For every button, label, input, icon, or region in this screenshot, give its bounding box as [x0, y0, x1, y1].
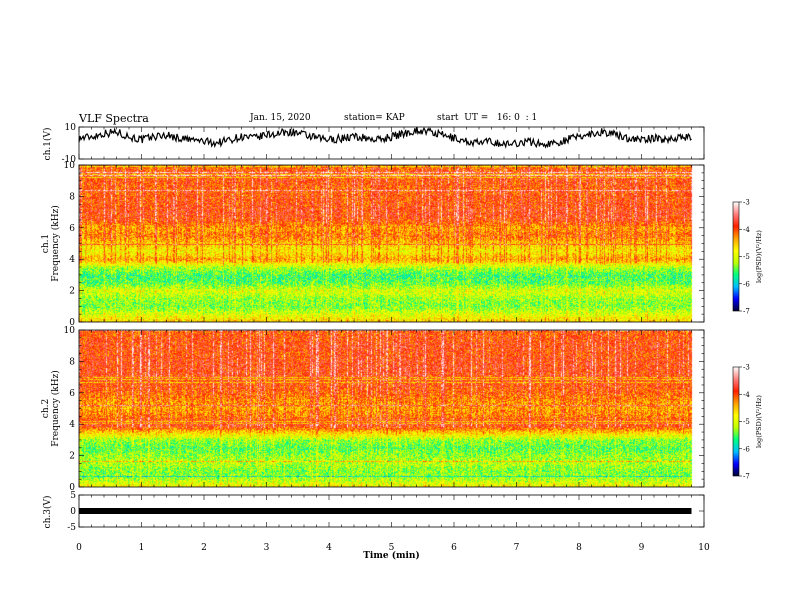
colorbar-tick-label: -6	[743, 280, 750, 288]
y-tick-label: 10	[65, 123, 77, 133]
y-tick-label: 10	[64, 326, 76, 336]
y-tick-label: 10	[64, 161, 76, 171]
colorbar-tick-label: -6	[743, 445, 750, 453]
colorbar-tick-label: -4	[743, 226, 750, 234]
colorbar-tick-label: -7	[743, 473, 750, 481]
y-tick-label: 4	[69, 420, 75, 430]
x-tick-label: 5	[389, 543, 395, 553]
y-tick-label: 6	[69, 389, 75, 399]
y-tick-label: 8	[69, 192, 75, 202]
start-time-label: start UT = 16: 0 : 1	[437, 113, 538, 123]
y-tick-label: 4	[69, 255, 75, 265]
x-tick-label: 7	[514, 543, 520, 553]
colorbar-tick-label: -7	[743, 308, 750, 316]
y-axis-label: ch.2Frequency (kHz)	[41, 370, 61, 447]
y-tick-label: -5	[67, 523, 76, 533]
x-tick-label: 0	[76, 543, 82, 553]
x-axis-label: Time (min)	[363, 550, 420, 561]
x-tick-label: 2	[201, 543, 207, 553]
x-tick-label: 8	[576, 543, 582, 553]
colorbar-tick-label: -3	[743, 364, 750, 372]
ch1-waveform-line	[78, 126, 692, 149]
x-tick-label: 1	[139, 543, 145, 553]
y-tick-label: -10	[62, 155, 77, 165]
y-tick-label: 6	[69, 224, 75, 234]
colorbar	[732, 201, 740, 312]
x-tick-label: 4	[326, 543, 332, 553]
date-label: Jan. 15, 2020	[250, 113, 311, 123]
colorbar-tick-label: -3	[743, 199, 750, 207]
colorbar-tick-label: -5	[743, 253, 750, 261]
y-tick-label: 0	[69, 483, 75, 493]
station-label: station= KAP	[344, 113, 405, 123]
x-tick-label: 6	[451, 543, 457, 553]
ch1-spectrogram-image	[79, 165, 704, 322]
y-tick-label: 2	[69, 452, 75, 462]
y-tick-label: 0	[69, 318, 75, 328]
y-tick-label: 2	[69, 287, 75, 297]
colorbar	[732, 366, 740, 477]
ch2-spectrogram-image	[79, 330, 704, 487]
colorbar-label: log(PSD)(V²/Hz)	[755, 230, 763, 283]
y-tick-label: 5	[70, 491, 76, 501]
figure-title: VLF Spectra	[79, 112, 149, 125]
x-tick-label: 10	[698, 543, 710, 553]
y-axis-label: ch.1(V)	[42, 128, 53, 161]
colorbar-tick-label: -5	[743, 418, 750, 426]
colorbar-tick-label: -4	[743, 391, 750, 399]
ch3-waveform-line	[79, 508, 692, 514]
y-axis-label: ch.1Frequency (kHz)	[41, 205, 61, 282]
x-tick-label: 9	[639, 543, 645, 553]
colorbar-label: log(PSD)(V²/Hz)	[755, 395, 763, 448]
y-tick-label: 0	[70, 507, 76, 517]
y-tick-label: 8	[69, 357, 75, 367]
x-tick-label: 3	[264, 543, 270, 553]
y-axis-label: ch.3(V)	[42, 496, 53, 529]
